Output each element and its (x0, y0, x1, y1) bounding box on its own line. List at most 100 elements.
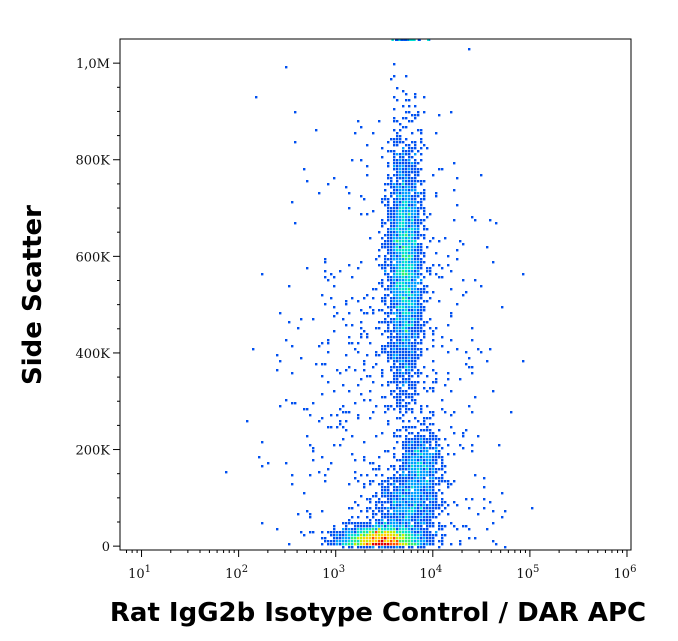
event-dot (375, 540, 378, 543)
event-dot (411, 297, 414, 300)
event-dot (399, 390, 402, 393)
event-dot (405, 345, 408, 348)
event-dot (399, 516, 402, 519)
event-dot (393, 498, 396, 501)
event-dot (387, 510, 390, 513)
event-dot (399, 399, 402, 402)
event-dot (399, 480, 402, 483)
event-dot (396, 321, 399, 324)
event-dot (417, 498, 420, 501)
event-dot (450, 111, 453, 114)
event-dot (417, 354, 420, 357)
event-dot (390, 138, 393, 141)
event-dot (330, 531, 333, 534)
event-dot (399, 291, 402, 294)
event-dot (399, 168, 402, 171)
event-dot (426, 537, 429, 540)
event-dot (384, 240, 387, 243)
event-dot (411, 543, 414, 546)
event-dot (411, 477, 414, 480)
event-dot (393, 183, 396, 186)
event-dot (384, 300, 387, 303)
event-dot (441, 336, 444, 339)
event-dot (384, 189, 387, 192)
event-dot (399, 246, 402, 249)
event-dot (393, 153, 396, 156)
event-dot (438, 525, 441, 528)
event-dot (426, 465, 429, 468)
event-dot (423, 489, 426, 492)
event-dot (381, 300, 384, 303)
event-dot (408, 486, 411, 489)
event-dot (402, 399, 405, 402)
event-dot (432, 510, 435, 513)
event-dot (393, 435, 396, 438)
event-dot (366, 531, 369, 534)
event-dot (399, 228, 402, 231)
event-dot (369, 342, 372, 345)
event-dot (390, 210, 393, 213)
event-dot (462, 435, 465, 438)
event-dot (441, 492, 444, 495)
event-dot (414, 381, 417, 384)
event-dot (414, 444, 417, 447)
event-dot (423, 483, 426, 486)
event-dot (408, 273, 411, 276)
event-dot (408, 531, 411, 534)
event-dot (381, 285, 384, 288)
event-dot (402, 273, 405, 276)
event-dot (471, 498, 474, 501)
event-dot (333, 276, 336, 279)
event-dot (369, 528, 372, 531)
event-dot (423, 498, 426, 501)
event-dot (435, 372, 438, 375)
event-dot (339, 420, 342, 423)
event-dot (381, 510, 384, 513)
event-dot (381, 474, 384, 477)
event-dot (411, 375, 414, 378)
event-dot (345, 303, 348, 306)
event-dot (396, 252, 399, 255)
event-dot (408, 369, 411, 372)
event-dot (447, 513, 450, 516)
event-dot (405, 207, 408, 210)
event-dot (387, 294, 390, 297)
event-dot (399, 279, 402, 282)
event-dot (393, 162, 396, 165)
event-dot (402, 471, 405, 474)
event-dot (366, 144, 369, 147)
event-dot (411, 306, 414, 309)
event-dot (471, 450, 474, 453)
event-dot (366, 528, 369, 531)
event-dot (405, 486, 408, 489)
event-dot (420, 159, 423, 162)
event-dot (324, 474, 327, 477)
event-dot (450, 426, 453, 429)
event-dot (390, 237, 393, 240)
event-dot (429, 417, 432, 420)
event-dot (432, 369, 435, 372)
event-dot (360, 126, 363, 129)
event-dot (402, 504, 405, 507)
event-dot (399, 156, 402, 159)
event-dot (405, 219, 408, 222)
event-dot (414, 510, 417, 513)
event-dot (399, 294, 402, 297)
event-dot (399, 468, 402, 471)
event-dot (393, 408, 396, 411)
event-dot (408, 537, 411, 540)
event-dot (402, 528, 405, 531)
event-dot (348, 543, 351, 546)
event-dot (426, 513, 429, 516)
event-dot (393, 516, 396, 519)
event-dot (468, 357, 471, 360)
event-dot (402, 156, 405, 159)
event-dot (399, 327, 402, 330)
event-dot (375, 435, 378, 438)
event-dot (393, 189, 396, 192)
event-dot (417, 513, 420, 516)
event-dot (405, 279, 408, 282)
event-dot (294, 111, 297, 114)
event-dot (396, 480, 399, 483)
event-dot (408, 276, 411, 279)
